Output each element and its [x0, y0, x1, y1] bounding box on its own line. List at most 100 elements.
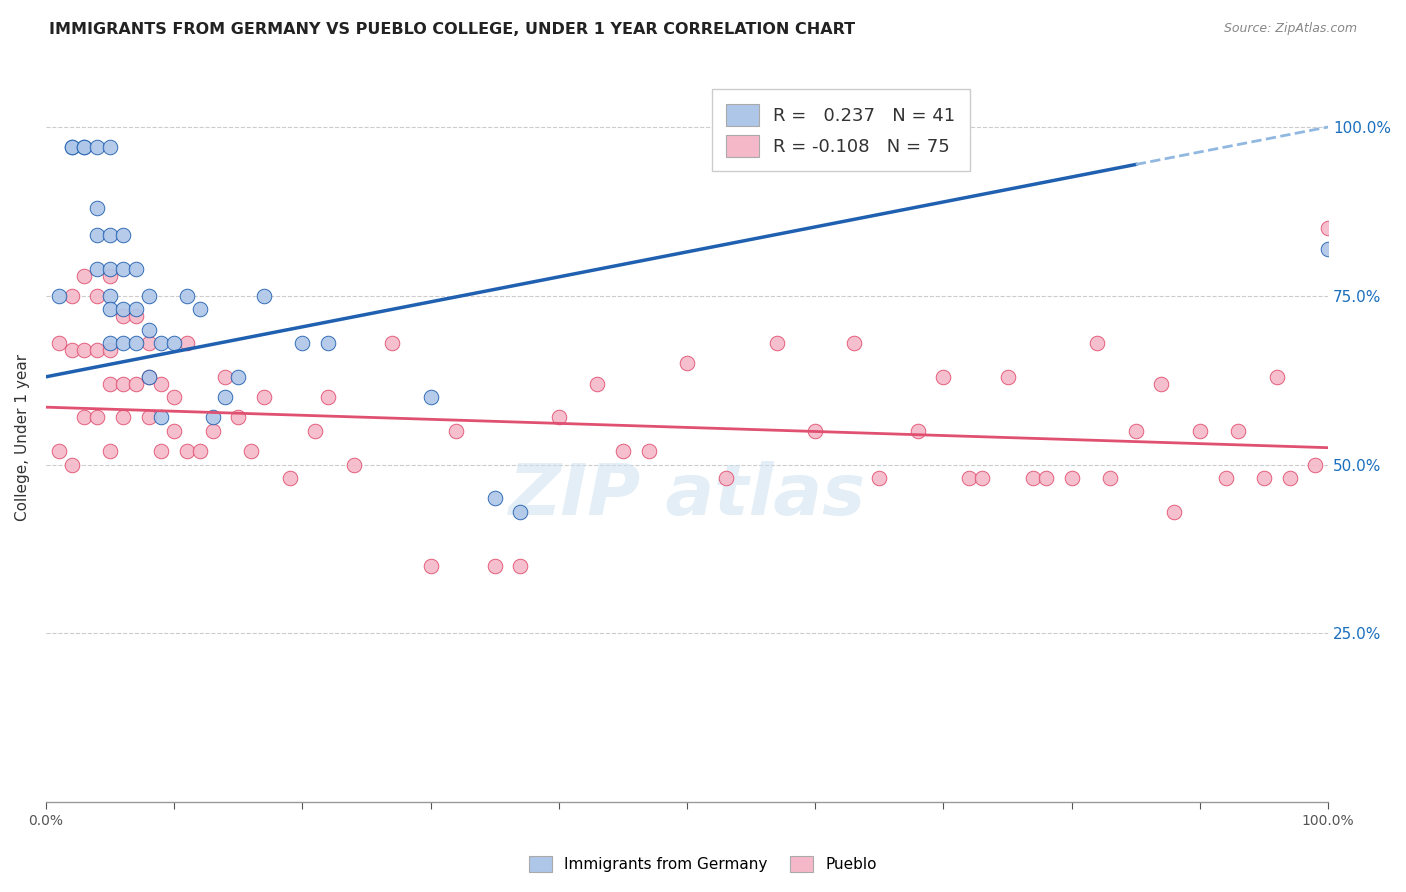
Point — [111, 309, 134, 323]
Point — [150, 336, 173, 351]
Point — [86, 201, 108, 215]
Point — [1278, 471, 1301, 485]
Point — [98, 302, 121, 317]
Point — [509, 558, 531, 573]
Point — [150, 444, 173, 458]
Point — [253, 289, 276, 303]
Point — [73, 410, 96, 425]
Point — [125, 302, 148, 317]
Point — [1227, 424, 1250, 438]
Point — [86, 343, 108, 357]
Point — [419, 558, 441, 573]
Point — [253, 390, 276, 404]
Point — [138, 322, 160, 336]
Point — [188, 444, 211, 458]
Point — [1060, 471, 1083, 485]
Point — [1317, 221, 1340, 235]
Point — [48, 289, 70, 303]
Point — [676, 356, 699, 370]
Point — [176, 289, 198, 303]
Point — [1085, 336, 1108, 351]
Point — [86, 289, 108, 303]
Point — [1022, 471, 1045, 485]
Point — [138, 410, 160, 425]
Point — [343, 458, 366, 472]
Point — [98, 444, 121, 458]
Point — [150, 376, 173, 391]
Point — [73, 140, 96, 154]
Point — [907, 424, 929, 438]
Point — [484, 558, 506, 573]
Point — [60, 140, 83, 154]
Point — [1188, 424, 1211, 438]
Point — [163, 390, 186, 404]
Point — [1099, 471, 1122, 485]
Point — [48, 444, 70, 458]
Point — [1163, 505, 1185, 519]
Point — [60, 458, 83, 472]
Point — [111, 376, 134, 391]
Point — [48, 336, 70, 351]
Point — [509, 505, 531, 519]
Point — [214, 369, 236, 384]
Point — [111, 336, 134, 351]
Point — [98, 376, 121, 391]
Point — [138, 336, 160, 351]
Point — [714, 471, 737, 485]
Point — [1035, 471, 1057, 485]
Point — [997, 369, 1019, 384]
Point — [1305, 458, 1327, 472]
Point — [765, 336, 787, 351]
Point — [484, 491, 506, 506]
Point — [1265, 369, 1288, 384]
Point — [316, 390, 339, 404]
Point — [804, 424, 827, 438]
Text: Source: ZipAtlas.com: Source: ZipAtlas.com — [1223, 22, 1357, 36]
Point — [176, 336, 198, 351]
Point — [98, 227, 121, 242]
Legend: Immigrants from Germany, Pueblo: Immigrants from Germany, Pueblo — [522, 848, 884, 880]
Point — [111, 410, 134, 425]
Point — [150, 410, 173, 425]
Point — [240, 444, 263, 458]
Point — [86, 140, 108, 154]
Point — [73, 343, 96, 357]
Text: ZIP atlas: ZIP atlas — [509, 461, 866, 531]
Point — [381, 336, 404, 351]
Point — [226, 410, 249, 425]
Point — [138, 369, 160, 384]
Point — [1125, 424, 1147, 438]
Point — [907, 140, 929, 154]
Point — [957, 471, 980, 485]
Point — [138, 289, 160, 303]
Point — [138, 369, 160, 384]
Point — [188, 302, 211, 317]
Point — [419, 390, 441, 404]
Point — [226, 369, 249, 384]
Point — [86, 410, 108, 425]
Point — [98, 336, 121, 351]
Point — [163, 424, 186, 438]
Point — [612, 444, 634, 458]
Point — [291, 336, 314, 351]
Point — [73, 268, 96, 283]
Point — [111, 227, 134, 242]
Point — [98, 140, 121, 154]
Point — [1150, 376, 1173, 391]
Y-axis label: College, Under 1 year: College, Under 1 year — [15, 354, 30, 521]
Point — [932, 369, 955, 384]
Point — [125, 376, 148, 391]
Point — [970, 471, 993, 485]
Point — [98, 268, 121, 283]
Point — [1317, 242, 1340, 256]
Point — [868, 471, 890, 485]
Point — [1215, 471, 1237, 485]
Point — [214, 390, 236, 404]
Point — [60, 289, 83, 303]
Point — [637, 444, 659, 458]
Point — [98, 289, 121, 303]
Point — [304, 424, 326, 438]
Point — [98, 261, 121, 276]
Point — [1253, 471, 1275, 485]
Point — [176, 444, 198, 458]
